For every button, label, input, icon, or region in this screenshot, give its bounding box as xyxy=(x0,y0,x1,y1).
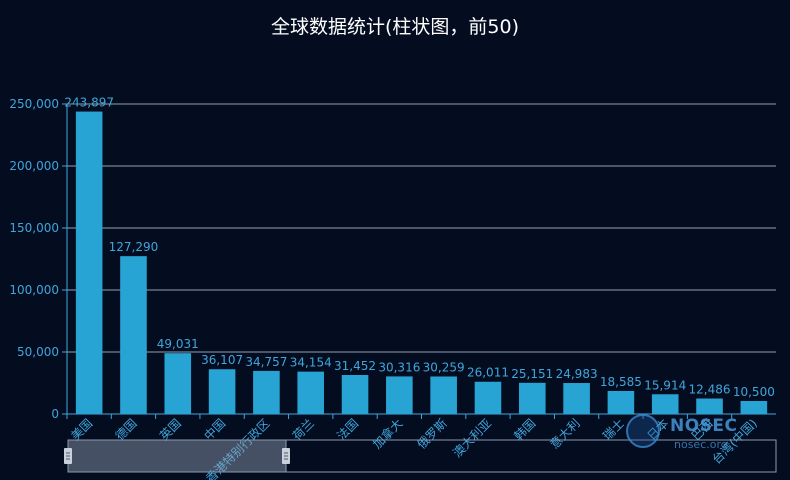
data-label: 34,757 xyxy=(245,355,287,369)
data-label: 26,011 xyxy=(467,366,509,380)
bar[interactable] xyxy=(208,369,236,414)
zoom-handle-right[interactable] xyxy=(282,448,290,464)
grid-lines xyxy=(67,103,776,353)
bar[interactable] xyxy=(740,400,768,414)
data-label: 127,290 xyxy=(109,240,159,254)
x-tick-label: 荷兰 xyxy=(290,416,317,443)
y-tick-label: 50,000 xyxy=(17,345,59,359)
bar[interactable] xyxy=(430,376,457,414)
data-label: 15,914 xyxy=(644,378,686,392)
bar[interactable] xyxy=(651,394,679,414)
data-zoom-slider[interactable] xyxy=(64,439,777,473)
x-tick-label: 韩国 xyxy=(511,416,539,444)
data-label: 30,259 xyxy=(423,360,465,374)
bar[interactable] xyxy=(75,111,103,414)
bar[interactable] xyxy=(696,398,723,414)
x-tick-label: 法国 xyxy=(334,416,361,443)
nosec-logo-icon xyxy=(626,414,660,448)
zoom-handle-left[interactable] xyxy=(64,448,72,464)
data-label: 25,151 xyxy=(511,367,553,381)
zoom-selected-range[interactable] xyxy=(67,439,287,473)
bar[interactable] xyxy=(297,371,325,414)
x-tick-label: 瑞士 xyxy=(600,416,627,443)
chart-title: 全球数据统计(柱状图，前50) xyxy=(270,16,519,38)
x-tick-label: 德国 xyxy=(112,416,140,444)
y-tick-labels: 0 50,000 100,000 150,000 200,000 250,000 xyxy=(9,97,59,421)
data-label: 18,585 xyxy=(600,375,642,389)
bar[interactable] xyxy=(164,353,192,414)
bar[interactable] xyxy=(253,370,280,414)
data-label: 12,486 xyxy=(689,383,731,397)
bar[interactable] xyxy=(518,382,546,414)
y-tick-label: 150,000 xyxy=(9,221,59,235)
x-tick-label: 澳大利亚 xyxy=(450,416,494,460)
watermark: NOSEC nosec.org xyxy=(626,414,746,458)
data-label: 30,316 xyxy=(378,360,420,374)
bar[interactable] xyxy=(341,374,369,414)
bar[interactable] xyxy=(607,390,635,414)
bar[interactable] xyxy=(474,381,502,414)
y-tick-label: 250,000 xyxy=(9,97,59,111)
data-label: 34,154 xyxy=(290,356,332,370)
data-label: 24,983 xyxy=(556,367,598,381)
bar[interactable] xyxy=(120,256,147,414)
data-label: 10,500 xyxy=(733,385,775,399)
bars xyxy=(75,111,768,414)
bar[interactable] xyxy=(563,383,590,414)
x-tick-label: 意大利 xyxy=(547,416,583,452)
x-tick-label: 美国 xyxy=(68,416,95,443)
data-label: 31,452 xyxy=(334,359,376,373)
data-label: 243,897 xyxy=(64,96,114,110)
data-label: 36,107 xyxy=(201,353,243,367)
y-tick-label: 200,000 xyxy=(9,159,59,173)
x-tick-label: 中国 xyxy=(201,416,229,444)
y-tick-label: 0 xyxy=(51,407,59,421)
watermark-brand: NOSEC xyxy=(670,416,738,436)
y-tick-label: 100,000 xyxy=(9,283,59,297)
data-label: 49,031 xyxy=(157,337,199,351)
x-tick-label: 英国 xyxy=(157,416,184,443)
bar[interactable] xyxy=(386,376,413,414)
watermark-url: nosec.org xyxy=(674,438,728,451)
x-tick-label: 俄罗斯 xyxy=(414,416,449,451)
x-tick-label: 加拿大 xyxy=(369,416,405,452)
